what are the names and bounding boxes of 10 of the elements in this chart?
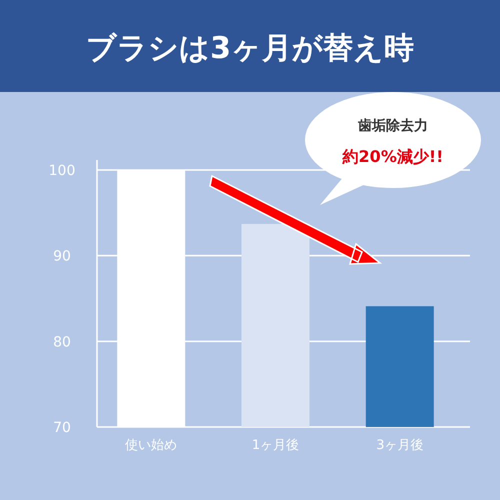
x-tick-label: 1ヶ月後 <box>252 438 300 453</box>
x-tick-label: 3ヶ月後 <box>376 438 424 453</box>
y-tick-label: 80 <box>53 334 71 350</box>
text: 歯垢除去力 <box>357 118 428 134</box>
x-tick-label: 使い始め <box>125 438 178 453</box>
text: 約20%減少!! <box>342 147 444 166</box>
chart-title: ブラシは3ヶ月が替え時 <box>86 31 414 66</box>
y-tick-label: 70 <box>53 420 71 436</box>
y-tick-label: 100 <box>48 163 76 179</box>
y-tick-label: 90 <box>53 248 71 265</box>
